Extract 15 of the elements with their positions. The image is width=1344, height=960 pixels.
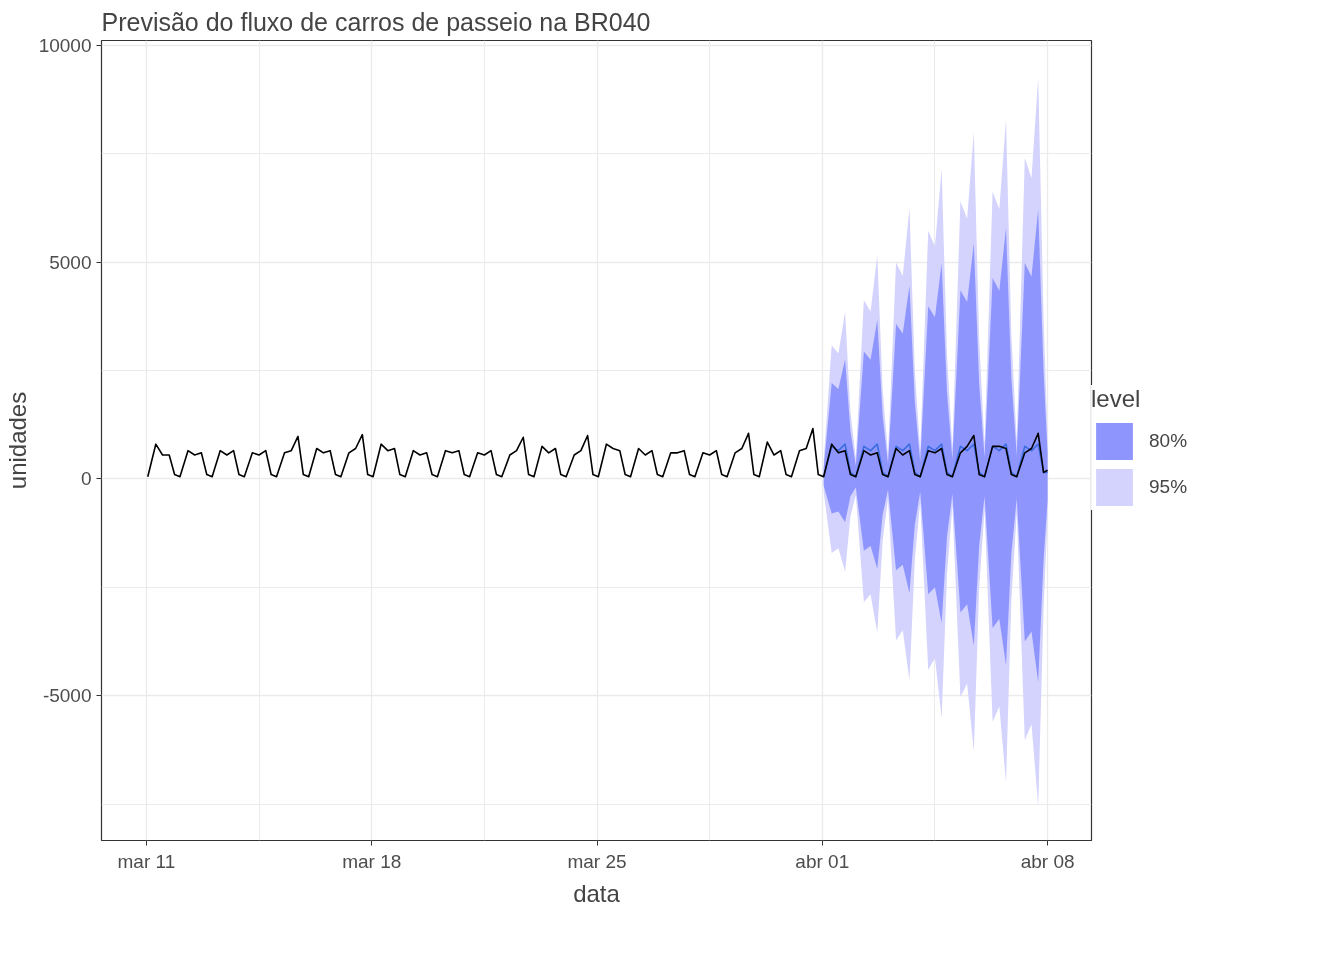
- y-tick-label: 10000: [38, 34, 92, 56]
- y-tick-label: 0: [80, 468, 92, 490]
- chart-title: Previsão do fluxo de carros de passeio na BR040: [101, 7, 651, 36]
- legend-label: 80%: [1149, 430, 1189, 452]
- legend-title: level: [1091, 385, 1142, 413]
- x-tick-label: abr 01: [795, 850, 850, 872]
- x-tick-label: abr 08: [1020, 850, 1075, 872]
- x-tick-label: mar 25: [567, 850, 627, 872]
- y-axis-title: unidades: [3, 391, 31, 490]
- x-tick-label: mar 11: [117, 850, 176, 872]
- x-axis-title: data: [573, 879, 621, 907]
- y-tick-label: 5000: [49, 251, 92, 273]
- y-tick-label: -5000: [42, 685, 92, 707]
- x-tick-label: mar 18: [342, 850, 402, 872]
- legend-label: 95%: [1149, 476, 1189, 498]
